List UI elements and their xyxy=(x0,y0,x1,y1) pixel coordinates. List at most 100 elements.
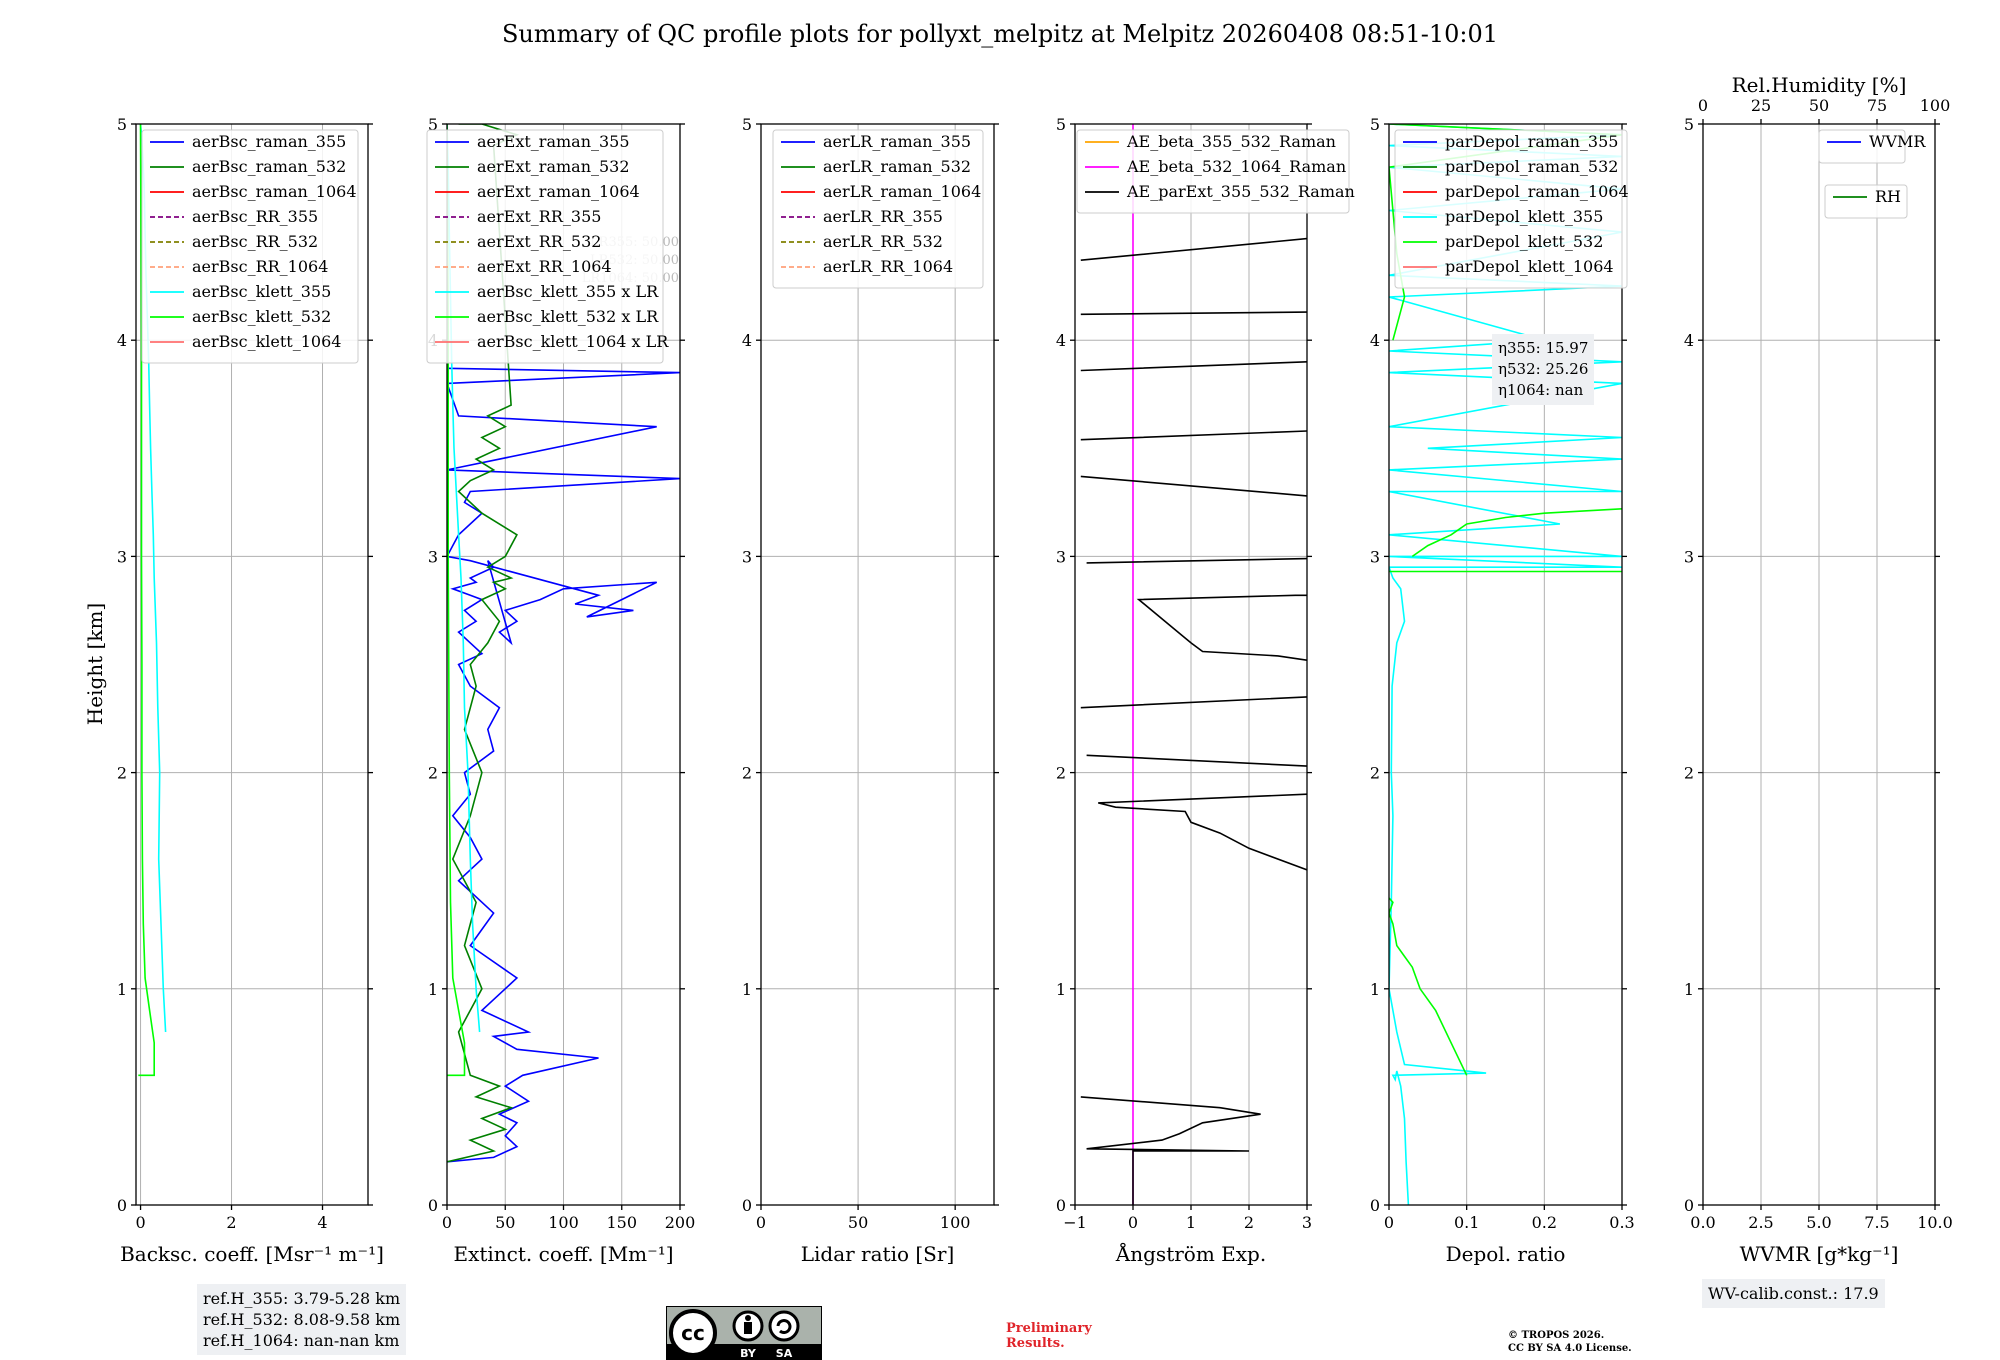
legend-label: parDepol_raman_532 xyxy=(1445,157,1618,176)
panel-depol: 0 0.1 0.2 0.3 0 1 2 3 4 5 Depol. ratio parDepol_ram… xyxy=(1370,115,1635,1266)
top-x-tick-label: 25 xyxy=(1751,96,1771,115)
top-x-tick-label: 75 xyxy=(1867,96,1887,115)
legend-label: aerLR_raman_355 xyxy=(823,132,971,151)
axes-frame xyxy=(1388,123,1623,1206)
cc-by-sa-badge: cc BY SA xyxy=(666,1306,822,1360)
y-tick-label: 4 xyxy=(1056,331,1066,350)
x-axis-label: WVMR [g*kg⁻¹] xyxy=(1740,1242,1899,1266)
legend-label: AE_beta_532_1064_Raman xyxy=(1126,157,1346,176)
y-tick-label: 0 xyxy=(1370,1196,1380,1215)
y-tick-label: 3 xyxy=(1370,547,1380,566)
legend-label: aerLR_raman_532 xyxy=(823,157,971,176)
legend-label: parDepol_klett_532 xyxy=(1445,232,1603,251)
legend-label: aerExt_raman_355 xyxy=(477,132,630,151)
series-parDepol_klett_532 xyxy=(1389,124,1622,1076)
y-tick-label: 2 xyxy=(1370,764,1380,783)
legend-label: RH xyxy=(1875,187,1901,206)
legend-label: aerExt_raman_532 xyxy=(477,157,630,176)
x-tick-label: 0.0 xyxy=(1690,1213,1715,1232)
y-tick-label: 2 xyxy=(117,764,127,783)
wv-calib-text: WV-calib.const.: 17.9 xyxy=(1708,1284,1879,1303)
y-tick-label: 2 xyxy=(1684,764,1694,783)
eta-532: η532: 25.26 xyxy=(1498,360,1589,378)
x-axis-label: Ångström Exp. xyxy=(1115,1241,1266,1266)
legend-frame xyxy=(141,129,359,364)
legend-label: aerBsc_raman_355 xyxy=(192,132,346,151)
figure-title: Summary of QC profile plots for pollyxt_… xyxy=(501,20,1499,48)
x-tick-label: 0 xyxy=(1128,1213,1138,1232)
y-tick-label: 4 xyxy=(1370,331,1380,350)
legend-label: aerExt_raman_1064 xyxy=(477,182,640,201)
series-aerBsc_klett_532 x LR xyxy=(447,124,466,1077)
legend-label: AE_beta_355_532_Raman xyxy=(1126,132,1336,151)
legend-label: aerLR_raman_1064 xyxy=(823,182,981,201)
y-tick-label: 3 xyxy=(1056,547,1066,566)
x-tick-label: 0 xyxy=(1384,1213,1394,1232)
top-x-tick-label: 50 xyxy=(1809,96,1829,115)
y-tick-label: 1 xyxy=(742,980,752,999)
y-tick-label: 5 xyxy=(428,115,438,134)
x-tick-label: 50 xyxy=(848,1213,868,1232)
eta-355: η355: 15.97 xyxy=(1498,339,1589,357)
legend-label: aerBsc_klett_1064 xyxy=(192,332,341,351)
series-aerExt_raman_355 xyxy=(447,367,680,1163)
series-AE_parExt_355_532_Raman xyxy=(1080,237,1307,1205)
y-tick-label: 0 xyxy=(117,1196,127,1215)
legend-bsc: aerBsc_raman_355 aerBsc_raman_532 aerBsc_r… xyxy=(141,129,359,364)
y-tick-label: 0 xyxy=(1684,1196,1694,1215)
y-axis-label: Height [km] xyxy=(83,603,107,725)
x-tick-label: 4 xyxy=(317,1213,327,1232)
legend-label: aerBsc_klett_355 x LR xyxy=(477,282,659,301)
legend-label: aerLR_RR_1064 xyxy=(823,257,953,276)
reference-height-box: ref.H_355: 3.79-5.28 km ref.H_532: 8.08-… xyxy=(197,1284,407,1355)
x-axis-label: Backsc. coeff. [Msr⁻¹ m⁻¹] xyxy=(120,1242,384,1266)
panel-lr: 0 50 100 0 1 2 3 4 5 Lidar ratio [Sr] aerLR_raman_… xyxy=(742,115,999,1266)
legend-frame xyxy=(1824,184,1908,219)
eta-1064: η1064: nan xyxy=(1498,381,1584,399)
y-tick-label: 2 xyxy=(742,764,752,783)
y-tick-label: 1 xyxy=(1370,980,1380,999)
x-tick-label: 100 xyxy=(940,1213,971,1232)
y-tick-label: 3 xyxy=(428,547,438,566)
eta-box: η355: 15.97 η532: 25.26 η1064: nan xyxy=(1492,334,1595,405)
x-tick-label: 10.0 xyxy=(1917,1213,1953,1232)
wv-calib-box: WV-calib.const.: 17.9 xyxy=(1702,1279,1885,1308)
legend-wv: WVMR xyxy=(1818,129,1926,164)
legend-label: aerLR_RR_355 xyxy=(823,207,943,226)
y-tick-label: 3 xyxy=(1684,547,1694,566)
y-tick-label: 0 xyxy=(1056,1196,1066,1215)
x-tick-label: 5.0 xyxy=(1806,1213,1831,1232)
x-tick-label: 100 xyxy=(548,1213,579,1232)
x-tick-label: 50 xyxy=(495,1213,515,1232)
legend-label: AE_parExt_355_532_Raman xyxy=(1126,182,1355,201)
panel-wv: 0.0 2.5 5.0 7.5 10.0 0 1 2 3 4 5 WVMR [g*kg⁻¹] 0 25 50… xyxy=(1684,73,1953,1266)
legend-label: aerBsc_klett_532 xyxy=(192,307,331,326)
x-tick-label: 200 xyxy=(665,1213,696,1232)
legend-frame xyxy=(1076,129,1350,214)
x-axis-label: Depol. ratio xyxy=(1446,1242,1566,1266)
x-tick-label: 150 xyxy=(606,1213,637,1232)
legend-label: aerExt_RR_355 xyxy=(477,207,601,226)
y-tick-label: 1 xyxy=(428,980,438,999)
legend-label: aerExt_RR_1064 xyxy=(477,257,612,276)
ref-h-1064: ref.H_1064: nan-nan km xyxy=(203,1331,400,1350)
x-tick-label: 0.1 xyxy=(1454,1213,1479,1232)
y-tick-label: 1 xyxy=(1056,980,1066,999)
y-tick-label: 5 xyxy=(117,115,127,134)
cc-badge-cc: cc xyxy=(681,1321,705,1345)
cc-badge-by: BY xyxy=(740,1347,757,1360)
x-tick-label: 0 xyxy=(442,1213,452,1232)
axes-frame xyxy=(135,123,369,1206)
legend-label: aerBsc_RR_532 xyxy=(192,232,318,251)
x-axis-label: Extinct. coeff. [Mm⁻¹] xyxy=(453,1242,673,1266)
y-tick-label: 4 xyxy=(1684,331,1694,350)
y-tick-label: 5 xyxy=(742,115,752,134)
legend-depol: parDepol_raman_355 parDepol_raman_532 parD… xyxy=(1394,129,1629,289)
legend-label: aerBsc_RR_355 xyxy=(192,207,318,226)
copyright-note: © TROPOS 2026. CC BY SA 4.0 License. xyxy=(1508,1330,1632,1354)
cc-sa-icon xyxy=(768,1310,800,1342)
x-tick-label: 2 xyxy=(1244,1213,1254,1232)
legend-label: parDepol_raman_355 xyxy=(1445,132,1618,151)
legend-ae: AE_beta_355_532_Raman AE_beta_532_1064_Ra… xyxy=(1076,129,1355,214)
